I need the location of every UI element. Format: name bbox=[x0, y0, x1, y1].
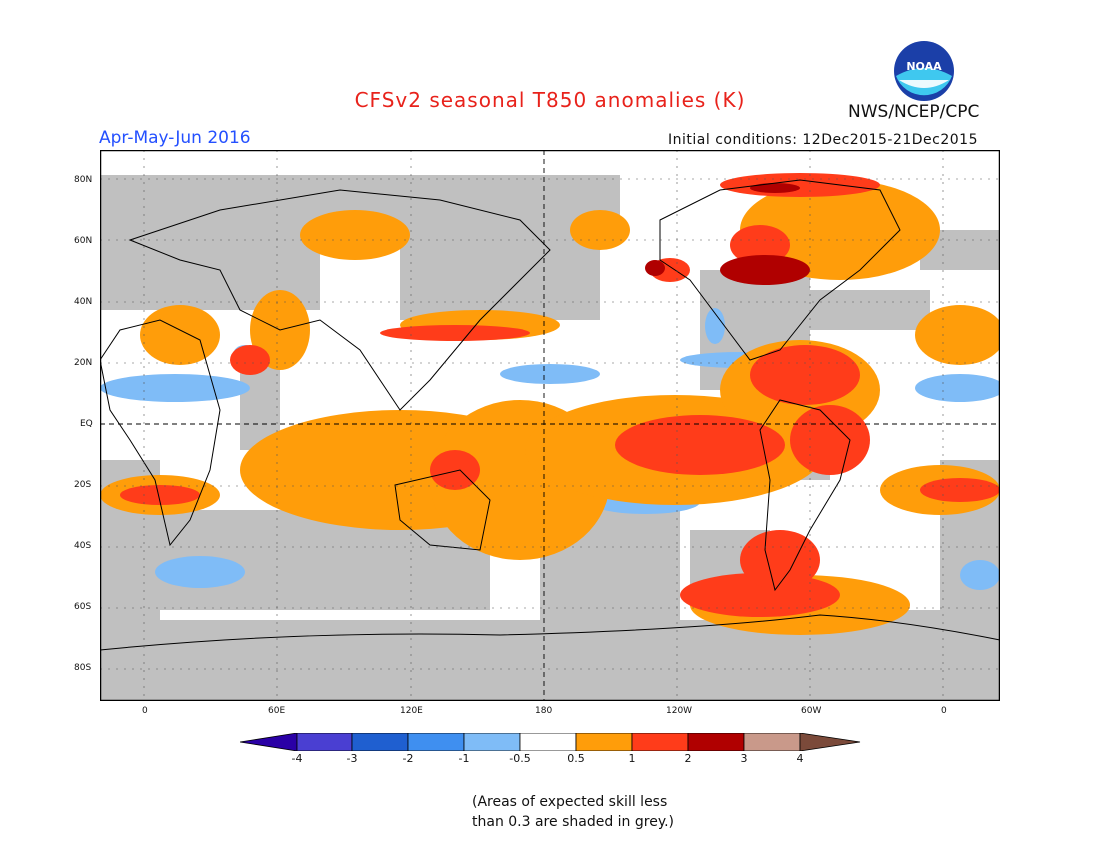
noaa-logo: NOAA bbox=[893, 40, 955, 106]
footnote-line: (Areas of expected skill less bbox=[472, 794, 668, 810]
map-frame bbox=[99, 149, 1001, 702]
colorbar-label: 3 bbox=[740, 752, 748, 765]
lat-label: 60S bbox=[74, 602, 92, 612]
warm-anomaly-areas-orange bbox=[100, 180, 1005, 635]
colorbar-label: 1 bbox=[628, 752, 636, 765]
colorbar-label: -2 bbox=[402, 752, 414, 765]
lon-label: 180 bbox=[535, 706, 553, 716]
season-label: Apr-May-Jun 2016 bbox=[99, 128, 251, 148]
lat-label: 40N bbox=[74, 297, 93, 307]
colorbar-swatch bbox=[296, 732, 353, 752]
colorbar-swatch bbox=[351, 732, 409, 752]
coastlines bbox=[99, 179, 1001, 651]
colorbar-swatch bbox=[519, 732, 577, 752]
colorbar-label: -0.5 bbox=[509, 752, 531, 765]
lon-label: 60E bbox=[268, 706, 286, 716]
colorbar-swatch bbox=[407, 732, 465, 752]
lat-label: 80S bbox=[74, 663, 92, 673]
lat-label: 60N bbox=[74, 236, 93, 246]
agency-label: NWS/NCEP/CPC bbox=[848, 102, 980, 122]
lon-label: 60W bbox=[801, 706, 822, 716]
colorbar-label: -4 bbox=[291, 752, 303, 765]
lon-label: 120E bbox=[400, 706, 423, 716]
initial-conditions-label: Initial conditions: 12Dec2015-21Dec2015 bbox=[668, 132, 978, 148]
colorbar-swatch bbox=[631, 732, 689, 752]
noaa-logo-text: NOAA bbox=[906, 60, 942, 73]
footnote-line: than 0.3 are shaded in grey.) bbox=[472, 814, 675, 830]
lat-label: EQ bbox=[80, 419, 93, 429]
lon-label: 0 bbox=[941, 706, 947, 716]
warm-anomaly-areas-darkred bbox=[645, 183, 810, 285]
map-title: CFSv2 seasonal T850 anomalies (K) bbox=[354, 88, 746, 112]
lat-label: 80N bbox=[74, 175, 93, 185]
colorbar-swatch bbox=[687, 732, 745, 752]
colorbar-label: 0.5 bbox=[567, 752, 585, 765]
skill-footnote: (Areas of expected skill less than 0.3 a… bbox=[472, 792, 772, 832]
colorbar bbox=[239, 732, 862, 755]
lon-label: 0 bbox=[142, 706, 148, 716]
lat-label: 40S bbox=[74, 541, 92, 551]
lat-label: 20S bbox=[74, 480, 92, 490]
colorbar-swatch bbox=[239, 732, 298, 752]
colorbar-label: 4 bbox=[796, 752, 804, 765]
colorbar-swatch bbox=[575, 732, 633, 752]
colorbar-swatch bbox=[463, 732, 521, 752]
colorbar-label: -1 bbox=[458, 752, 470, 765]
anomaly-map bbox=[99, 149, 1005, 705]
colorbar-swatch bbox=[799, 732, 861, 752]
reference-lines bbox=[100, 150, 1000, 701]
graticule bbox=[100, 150, 1000, 701]
colorbar-label: -3 bbox=[346, 752, 358, 765]
colorbar-label: 2 bbox=[684, 752, 692, 765]
colorbar-swatch bbox=[743, 732, 801, 752]
lon-label: 120W bbox=[666, 706, 693, 716]
lat-label: 20N bbox=[74, 358, 93, 368]
